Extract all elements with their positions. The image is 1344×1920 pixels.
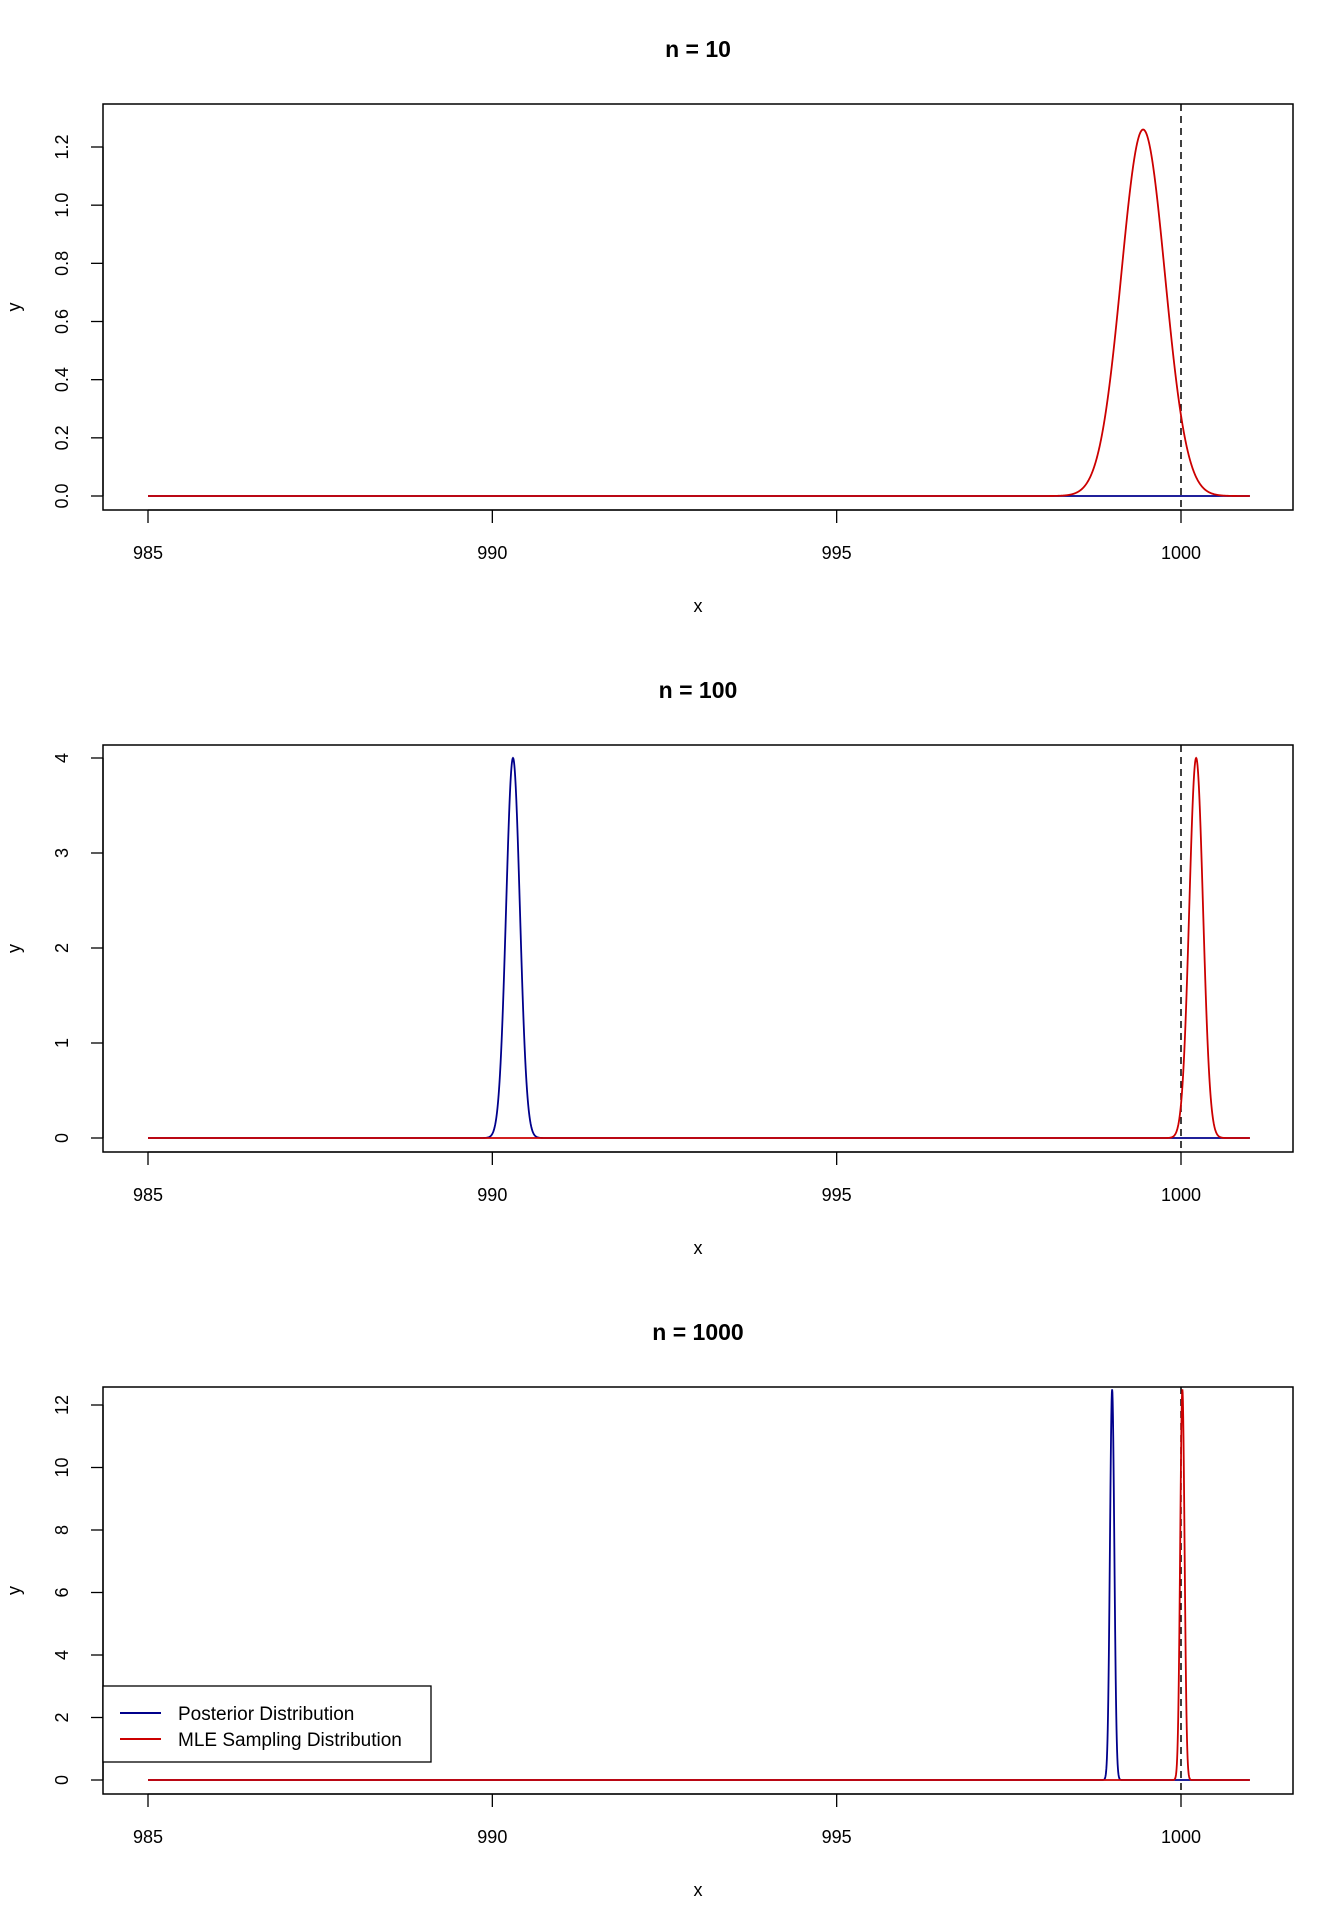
chart-panel-2: n = 100 985 990 995 1000 x 0 1 2 3 4 y	[4, 677, 1294, 1258]
chart-panel-3: n = 1000 985 990 995 1000 x 0 2 4 6 8 10 12 y Posterio…	[4, 1319, 1294, 1900]
y-tick-label: 0.6	[52, 309, 72, 334]
chart-title: n = 10	[665, 36, 731, 62]
y-tick-label: 2	[52, 1712, 72, 1722]
y-tick-label: 1.0	[52, 193, 72, 218]
chart-title: n = 100	[659, 677, 738, 703]
x-axis: 985 990 995 1000 x	[133, 1151, 1201, 1258]
x-tick-label: 985	[133, 1827, 163, 1847]
x-tick-label: 990	[477, 1185, 507, 1205]
x-axis-label: x	[694, 1238, 703, 1258]
x-tick-label: 1000	[1161, 1827, 1201, 1847]
x-tick-label: 990	[477, 1827, 507, 1847]
legend-label: MLE Sampling Distribution	[178, 1730, 402, 1751]
x-tick-label: 1000	[1161, 543, 1201, 563]
x-axis-label: x	[694, 596, 703, 616]
y-tick-label: 0.8	[52, 251, 72, 276]
x-axis-label: x	[694, 1880, 703, 1900]
y-axis: 0.0 0.2 0.4 0.6 0.8 1.0 1.2 y	[4, 134, 104, 509]
chart-title: n = 1000	[652, 1319, 743, 1345]
y-tick-label: 1.2	[52, 134, 72, 159]
y-axis-label: y	[4, 1586, 24, 1595]
y-tick-label: 10	[52, 1457, 72, 1477]
y-tick-label: 0	[52, 1133, 72, 1143]
plot-frame	[102, 103, 1294, 511]
y-tick-label: 1	[52, 1038, 72, 1048]
legend: Posterior Distribution MLE Sampling Distr…	[102, 1685, 432, 1763]
chart-panel-1: n = 10 985 990 995 1000 x 0.0 0.2 0.4 0.6 0.8 1.0 1.…	[4, 36, 1294, 616]
mle-curve	[148, 756, 1250, 1139]
y-tick-label: 0	[52, 1775, 72, 1785]
x-tick-label: 995	[822, 1185, 852, 1205]
y-tick-label: 2	[52, 943, 72, 953]
y-tick-label: 12	[52, 1395, 72, 1415]
y-tick-label: 0.0	[52, 483, 72, 508]
y-tick-label: 0.2	[52, 425, 72, 450]
y-tick-label: 0.4	[52, 367, 72, 392]
posterior-curve	[148, 756, 1250, 1139]
mle-curve	[148, 1389, 1250, 1781]
y-tick-label: 4	[52, 753, 72, 763]
y-axis: 0 1 2 3 4 y	[4, 753, 104, 1143]
y-axis-label: y	[4, 944, 24, 953]
y-axis-label: y	[4, 303, 24, 312]
y-tick-label: 3	[52, 848, 72, 858]
x-tick-label: 985	[133, 543, 163, 563]
legend-label: Posterior Distribution	[178, 1704, 354, 1725]
y-axis: 0 2 4 6 8 10 12 y	[4, 1395, 104, 1785]
mle-curve	[148, 128, 1250, 497]
x-tick-label: 995	[822, 543, 852, 563]
legend-box	[102, 1685, 432, 1763]
x-axis: 985 990 995 1000 x	[133, 1793, 1201, 1900]
x-tick-label: 985	[133, 1185, 163, 1205]
plot-frame	[102, 744, 1294, 1153]
y-tick-label: 8	[52, 1525, 72, 1535]
x-tick-label: 990	[477, 543, 507, 563]
x-tick-label: 1000	[1161, 1185, 1201, 1205]
x-axis: 985 990 995 1000 x	[133, 509, 1201, 616]
y-tick-label: 4	[52, 1650, 72, 1660]
x-tick-label: 995	[822, 1827, 852, 1847]
y-tick-label: 6	[52, 1587, 72, 1597]
